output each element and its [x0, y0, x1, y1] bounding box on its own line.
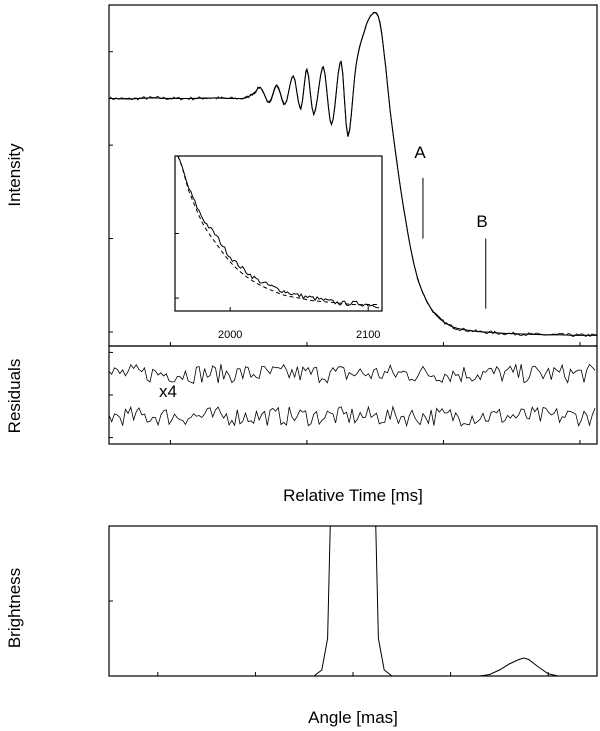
- residuals-scale-label: x4: [159, 382, 177, 401]
- annotation-b-label: B: [476, 212, 487, 231]
- intensity-panel: [108, 11, 598, 346]
- inset-xtick-label: 2100: [356, 329, 380, 341]
- inset-xtick-label: 2000: [218, 329, 242, 341]
- annotation-a-label: A: [414, 143, 426, 162]
- inset-panel: 2000 2100: [175, 155, 380, 341]
- residuals-panel: [108, 351, 596, 444]
- brightness-panel: [109, 525, 597, 677]
- angle-axis-title: Angle [mas]: [308, 708, 398, 727]
- brightness-panel-frame: [108, 525, 598, 677]
- inset-panel-frame: [174, 155, 383, 312]
- residuals-upper-line: [108, 363, 596, 384]
- residuals-lower-line: [108, 405, 596, 428]
- brightness-profile-line: [109, 526, 597, 676]
- model-fit-line: [108, 12, 597, 336]
- residuals-panel-frame: [108, 345, 598, 445]
- brightness-axis-title: Brightness: [5, 568, 24, 648]
- intensity-axis-title: Intensity: [5, 143, 24, 207]
- inset-model-line: [177, 155, 380, 306]
- residuals-axis-title: Residuals: [5, 359, 24, 434]
- time-axis-title: Relative Time [ms]: [283, 486, 423, 505]
- inset-data-line: [177, 155, 380, 309]
